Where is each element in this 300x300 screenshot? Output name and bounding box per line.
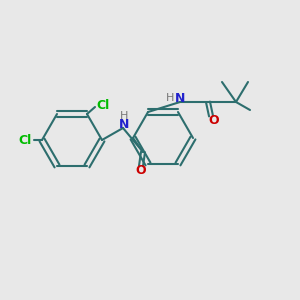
Text: Cl: Cl	[18, 134, 32, 146]
Text: Cl: Cl	[96, 98, 110, 112]
Text: N: N	[175, 92, 185, 104]
Text: O: O	[136, 164, 146, 176]
Text: H: H	[120, 111, 128, 121]
Text: O: O	[209, 115, 219, 128]
Text: H: H	[166, 93, 174, 103]
Text: N: N	[119, 118, 129, 131]
